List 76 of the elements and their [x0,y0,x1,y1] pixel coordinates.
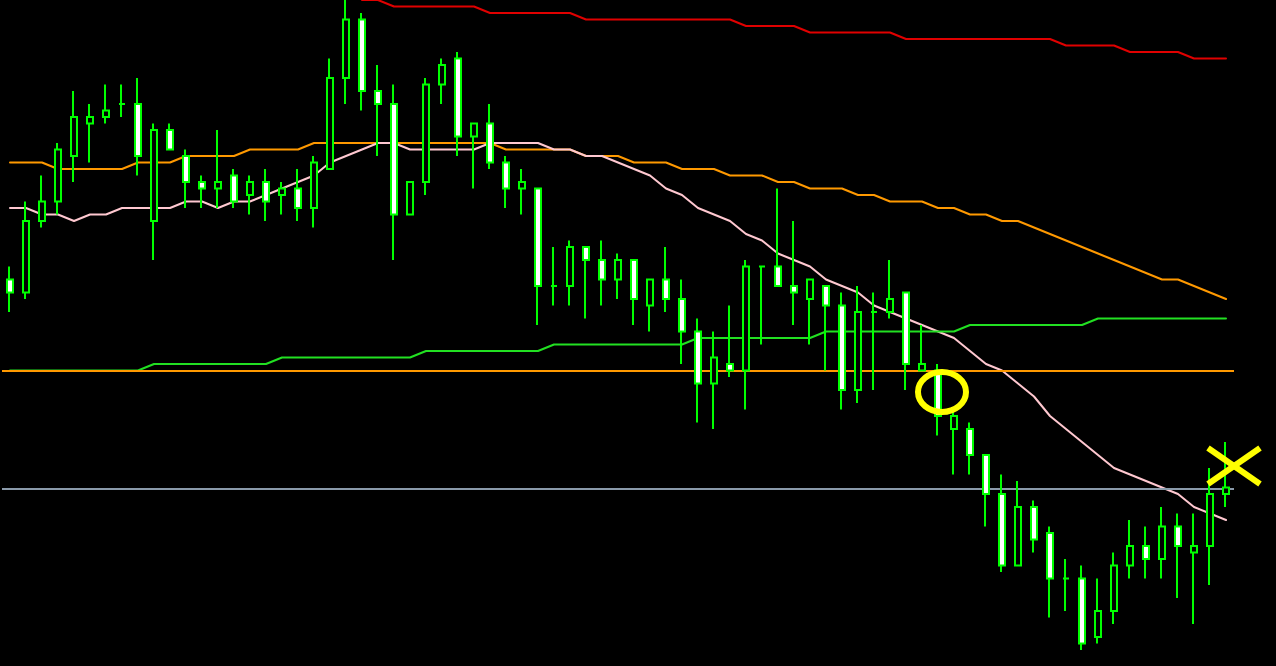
candlestick [822,285,830,372]
candlestick [246,174,254,216]
candlestick [646,278,654,333]
candlestick [150,122,158,261]
candlestick [166,122,174,151]
candlestick [134,77,142,177]
candlestick [38,174,46,229]
candlestick [438,57,446,105]
candlestick [854,285,862,404]
candlestick [630,259,638,326]
candlestick [294,168,302,222]
candlestick [6,265,14,313]
candlestick [1174,512,1182,599]
candlestick [998,473,1006,573]
candlestick [790,220,798,326]
candlestick [1094,577,1102,645]
candlestick [390,83,398,261]
candlestick [1062,558,1070,612]
candlestick [118,83,126,118]
candlestick [374,64,382,157]
candlestick [1190,512,1198,625]
candlestick [86,103,94,164]
candlestick [1206,467,1214,586]
candlestick [870,291,878,391]
candlestick [470,122,478,190]
candlestick [966,421,974,476]
candlestick [662,246,670,313]
candlestick [758,265,766,346]
candlestick [70,90,78,183]
candlestick [486,103,494,170]
candlestick [502,155,510,209]
candlestick [598,239,606,307]
candlestick [950,408,958,476]
candlestick [1126,519,1134,580]
candlestick [198,174,206,209]
candlestick [806,278,814,346]
candlestick [694,317,702,424]
candlestick [918,324,926,372]
candlestick [550,246,558,307]
candlestick [774,187,782,287]
candlestick [422,77,430,196]
candlestick [358,12,366,112]
candlestick [406,181,414,216]
candlestick [54,142,62,216]
candlestick [342,0,350,105]
candlestick [326,57,334,170]
candlestick [310,155,318,229]
candlestick [614,252,622,300]
candlestick [1142,525,1150,580]
candlestick [1158,506,1166,580]
candlestick [1014,480,1022,567]
candlestick [262,168,270,222]
candlestick [182,148,190,209]
candlestick [678,278,686,365]
candlestick [534,187,542,326]
candlestick [582,246,590,320]
candlestick [902,291,910,391]
candlestick [742,259,750,411]
candlestick [518,168,526,216]
candlestick [566,239,574,307]
candlestick [726,304,734,378]
candlestick [230,168,238,209]
candlestick [838,291,846,411]
candlestick [1222,441,1230,508]
candlestick [214,129,222,209]
candlestick [22,200,30,300]
candlestick [982,454,990,528]
candlestick [102,83,110,125]
candlestick [1030,499,1038,554]
candlestick [1110,551,1118,625]
candlestick [278,181,286,216]
candlestick [1078,564,1086,651]
candlestick [1046,525,1054,619]
candlestick [454,51,462,157]
candlestick [886,259,894,320]
candlestick [710,330,718,430]
